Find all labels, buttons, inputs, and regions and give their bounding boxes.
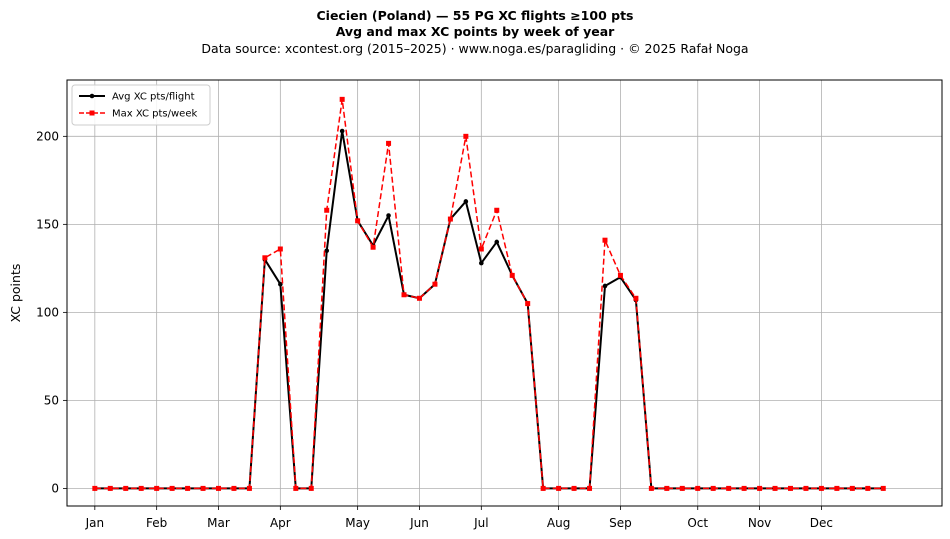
max-series-point bbox=[787, 485, 793, 491]
chart-source: Data source: xcontest.org (2015–2025) · … bbox=[201, 41, 749, 56]
y-axis: 0 50 100 150 200 bbox=[36, 129, 67, 495]
max-series-point bbox=[865, 485, 871, 491]
max-series-point bbox=[432, 281, 438, 287]
max-series-point bbox=[679, 485, 685, 491]
x-axis: Jan Feb Mar Apr May Jun Jul Aug Sep Oct Nov Dec bbox=[85, 506, 833, 530]
series-layer bbox=[92, 96, 886, 491]
legend-entry-label: Max XC pts/week bbox=[112, 109, 197, 120]
grid-lines bbox=[67, 80, 942, 506]
max-series-point bbox=[200, 485, 206, 491]
avg-series-point bbox=[324, 248, 330, 254]
x-tick-label: Dec bbox=[810, 516, 833, 530]
plot-frame bbox=[66, 79, 943, 507]
y-axis-label: XC points bbox=[8, 264, 23, 323]
max-series-point bbox=[849, 485, 855, 491]
max-series-point bbox=[107, 485, 113, 491]
y-tick-label: 0 bbox=[51, 481, 59, 495]
max-series-point bbox=[695, 485, 701, 491]
y-tick-label: 150 bbox=[36, 217, 59, 231]
max-series-point bbox=[525, 301, 531, 307]
max-series-point bbox=[741, 485, 747, 491]
max-series-point bbox=[154, 485, 160, 491]
avg-series-point bbox=[479, 260, 484, 266]
avg-series-point bbox=[278, 281, 283, 287]
x-tick-label: Jan bbox=[85, 516, 105, 530]
legend-box bbox=[71, 84, 211, 126]
max-series-point bbox=[648, 485, 654, 491]
max-series-point bbox=[571, 485, 577, 491]
avg-series-point bbox=[494, 239, 500, 245]
max-series-point bbox=[339, 96, 345, 102]
max-series-point bbox=[246, 485, 252, 491]
max-series-point bbox=[834, 485, 840, 491]
max-series-line bbox=[94, 98, 884, 490]
chart-subtitle: Avg and max XC points by week of year bbox=[335, 24, 615, 39]
max-series-point bbox=[262, 255, 268, 261]
avg-series-line bbox=[94, 130, 884, 490]
max-series-point bbox=[494, 207, 500, 213]
x-tick-label: May bbox=[345, 516, 370, 530]
max-series-point bbox=[293, 485, 299, 491]
avg-series-point bbox=[602, 283, 608, 289]
max-series-point bbox=[633, 295, 639, 301]
max-series-point bbox=[540, 485, 546, 491]
x-tick-label: Mar bbox=[207, 516, 230, 530]
max-series-point bbox=[726, 485, 732, 491]
max-series-point bbox=[757, 485, 763, 491]
max-series-point bbox=[123, 485, 129, 491]
y-tick-label: 50 bbox=[44, 393, 59, 407]
legend-swatch-marker bbox=[89, 93, 95, 99]
max-series-point bbox=[231, 485, 237, 491]
x-tick-label: Jul bbox=[473, 516, 488, 530]
max-series-point bbox=[587, 485, 593, 491]
max-series-point bbox=[386, 140, 392, 146]
max-series-point bbox=[138, 485, 144, 491]
x-tick-label: Nov bbox=[748, 516, 771, 530]
chart-title: Ciecien (Poland) — 55 PG XC flights ≥100… bbox=[316, 8, 634, 23]
x-tick-label: Feb bbox=[146, 516, 167, 530]
max-series-point bbox=[803, 485, 809, 491]
max-series-point bbox=[509, 272, 515, 278]
y-tick-label: 200 bbox=[36, 129, 59, 143]
avg-series-point bbox=[463, 199, 469, 204]
x-tick-label: Sep bbox=[609, 516, 632, 530]
max-series-point bbox=[92, 485, 98, 491]
x-tick-label: Oct bbox=[687, 516, 708, 530]
max-series-point bbox=[880, 485, 886, 491]
max-series-point bbox=[401, 292, 407, 298]
legend-swatch-marker bbox=[89, 110, 95, 116]
chart-titles: Ciecien (Poland) — 55 PG XC flights ≥100… bbox=[0, 8, 950, 57]
max-series-point bbox=[664, 485, 670, 491]
max-series-point bbox=[463, 133, 469, 139]
max-series-point bbox=[277, 246, 283, 252]
max-series-point bbox=[355, 218, 361, 224]
max-series-point bbox=[447, 216, 453, 222]
max-series-point bbox=[772, 485, 778, 491]
x-tick-label: Aug bbox=[547, 516, 570, 530]
max-series-point bbox=[216, 485, 222, 491]
max-series-point bbox=[169, 485, 175, 491]
max-series-point bbox=[818, 485, 824, 491]
max-series-point bbox=[370, 244, 376, 250]
legend: Avg XC pts/flight Max XC pts/week bbox=[71, 84, 211, 126]
max-series-point bbox=[556, 485, 562, 491]
max-series-point bbox=[324, 207, 330, 213]
max-series-point bbox=[602, 237, 608, 243]
max-series-point bbox=[416, 295, 422, 301]
max-series-point bbox=[617, 272, 623, 278]
x-tick-label: Apr bbox=[270, 516, 291, 530]
max-series-point bbox=[710, 485, 716, 491]
avg-series-point bbox=[339, 128, 345, 134]
max-series-point bbox=[308, 485, 314, 491]
max-series-point bbox=[185, 485, 191, 491]
avg-series-point bbox=[386, 213, 391, 218]
y-tick-label: 100 bbox=[36, 305, 59, 319]
max-series-point bbox=[478, 246, 484, 252]
legend-entry-label: Avg XC pts/flight bbox=[112, 92, 195, 103]
x-tick-label: Jun bbox=[409, 516, 429, 530]
